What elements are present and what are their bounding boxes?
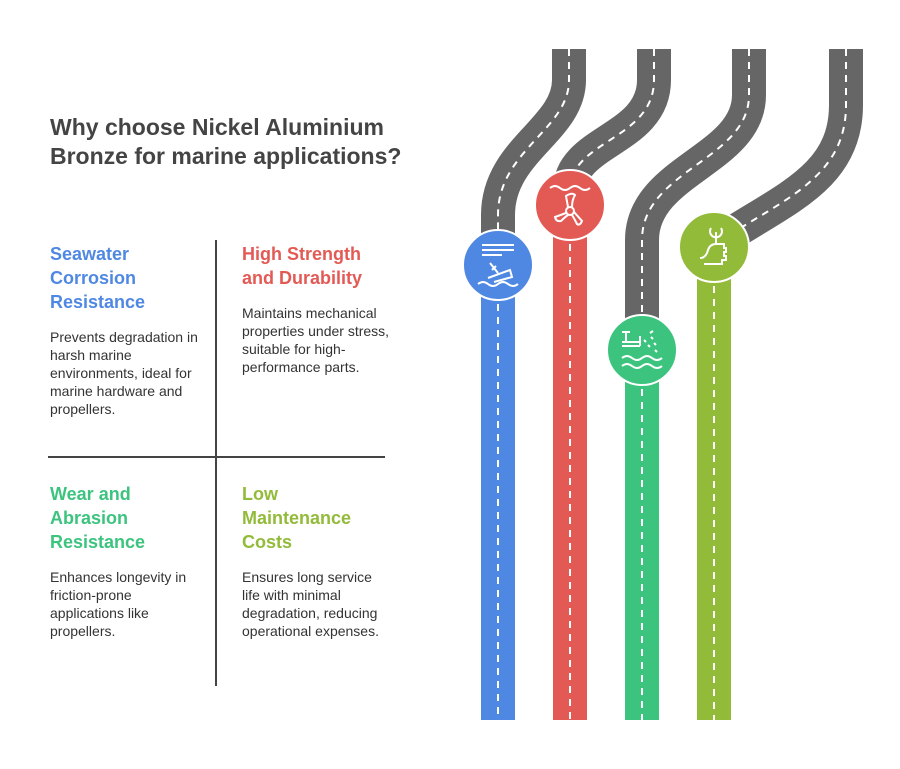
- quadrant-seawater-corrosion: Seawater Corrosion Resistance Prevents d…: [50, 242, 200, 418]
- quadrant-text: Enhances longevity in friction-prone app…: [50, 569, 187, 639]
- wrench-thumbs-up-icon: [678, 211, 750, 283]
- quadrant-heading: High Strength and Durability: [242, 244, 363, 288]
- quadrant-heading: Low Maintenance Costs: [242, 484, 352, 552]
- quadrant-wear-abrasion: Wear and Abrasion Resistance Enhances lo…: [50, 482, 200, 640]
- quadrant-text: Prevents degradation in harsh marine env…: [50, 329, 198, 417]
- quadrant-heading: Wear and Abrasion Resistance: [50, 484, 146, 552]
- horizontal-divider: [48, 456, 385, 458]
- quadrant-text: Maintains mechanical properties under st…: [242, 305, 390, 375]
- quadrant-text: Ensures long service life with minimal d…: [242, 569, 379, 639]
- vertical-divider: [215, 240, 217, 686]
- quadrant-low-maintenance: Low Maintenance Costs Ensures long servi…: [242, 482, 392, 640]
- sinking-ship-icon: [462, 229, 534, 301]
- water-spray-icon: [606, 314, 678, 386]
- road-green-upper: [625, 49, 766, 330]
- propeller-icon: [534, 169, 606, 241]
- quadrant-high-strength: High Strength and Durability Maintains m…: [242, 242, 392, 376]
- page-title: Why choose Nickel Aluminium Bronze for m…: [50, 114, 402, 169]
- quadrant-heading: Seawater Corrosion Resistance: [50, 244, 146, 312]
